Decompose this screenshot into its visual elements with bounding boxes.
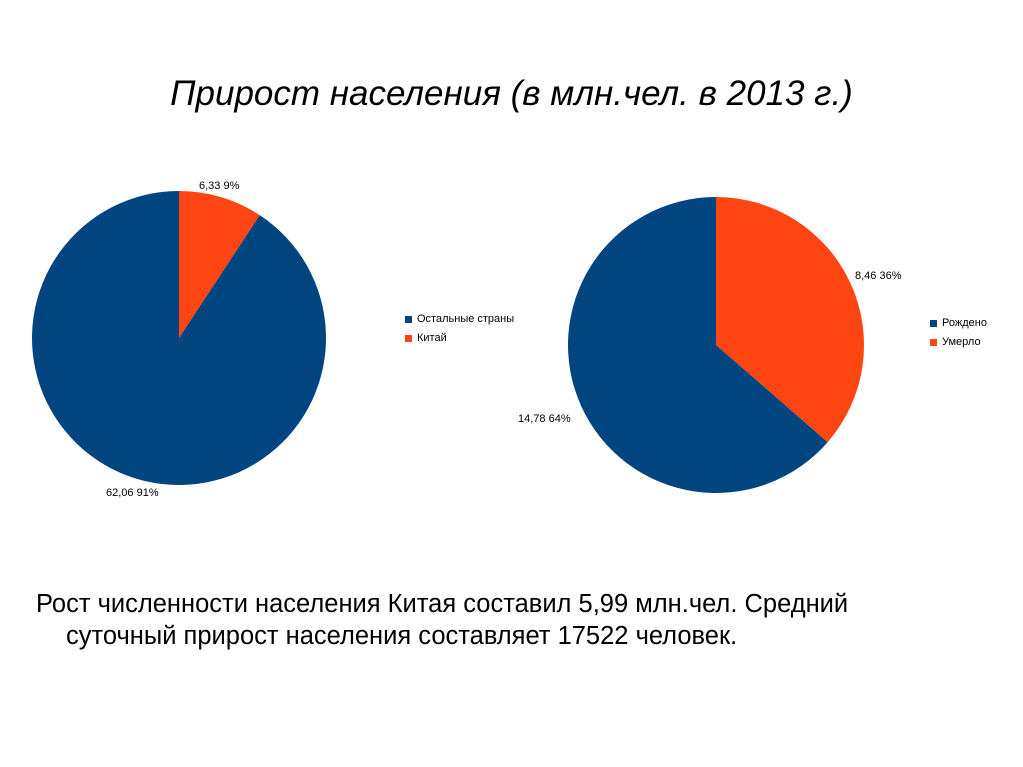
legend-item-died: Умерло — [930, 333, 987, 352]
pie-world-slice-0 — [179, 191, 260, 338]
legend-item-born: Рождено — [930, 314, 987, 333]
legend-swatch-born — [930, 320, 937, 327]
legend-births-deaths: Рождено Умерло — [930, 314, 987, 352]
pie-china-slice-1 — [567, 196, 828, 493]
legend-item-china: Китай — [405, 329, 514, 348]
caption-text: Рост численности населения Китая состави… — [36, 588, 996, 652]
caption-line-2: суточный прирост населения составляет 17… — [66, 622, 738, 650]
pie-world-slice-label-0: 6,33 9% — [199, 180, 240, 192]
pie-world-slice-1 — [31, 191, 326, 485]
caption-line-1: Рост численности населения Китая состави… — [36, 590, 849, 618]
pie-china-slice-label-1: 14,78 64% — [518, 413, 571, 425]
pie-chart-world: 6,33 9% 62,06 91% — [31, 180, 326, 499]
pie-chart-china-births-deaths: 8,46 36% 14,78 64% — [518, 196, 902, 493]
pie-china-slice-label-0: 8,46 36% — [855, 270, 902, 282]
legend-swatch-china — [405, 335, 412, 342]
legend-label-born: Рождено — [942, 317, 987, 329]
slide-title: Прирост населения (в млн.чел. в 2013 г.) — [170, 74, 853, 113]
legend-swatch-other-countries — [405, 316, 412, 323]
legend-world: Остальные страны Китай — [405, 310, 514, 348]
legend-label-china: Китай — [417, 332, 447, 344]
legend-label-died: Умерло — [942, 336, 981, 348]
legend-item-other-countries: Остальные страны — [405, 310, 514, 329]
legend-label-other-countries: Остальные страны — [417, 313, 515, 325]
legend-swatch-died — [930, 339, 937, 346]
pie-china-slice-0 — [716, 197, 864, 443]
pie-world-slice-label-1: 62,06 91% — [106, 487, 159, 499]
